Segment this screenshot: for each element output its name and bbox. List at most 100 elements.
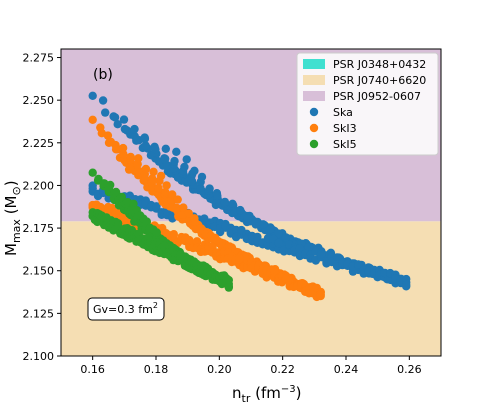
x-tick-label: 0.16 — [80, 363, 105, 376]
y-tick-label: 2.250 — [23, 94, 55, 107]
series-SkI5 — [88, 168, 233, 292]
legend-swatch — [303, 91, 325, 101]
point — [113, 120, 122, 129]
point — [103, 131, 113, 140]
point — [98, 96, 108, 105]
legend-marker — [309, 139, 319, 149]
x-tick-label: 0.26 — [397, 363, 422, 376]
plot-frame — [60, 48, 442, 357]
annotation-text: Gv=0.3 fm2 — [93, 301, 158, 316]
point — [130, 132, 139, 141]
point — [161, 187, 170, 197]
point — [162, 181, 171, 190]
legend-label: PSR J0740+6620 — [333, 74, 426, 87]
point — [316, 291, 325, 301]
point — [180, 162, 189, 172]
legend-label: PSR J0952-0607 — [333, 90, 421, 103]
point — [195, 224, 205, 234]
point — [190, 214, 199, 223]
point — [170, 156, 179, 166]
point — [224, 275, 233, 285]
point — [120, 124, 130, 134]
point — [104, 138, 114, 147]
point — [270, 266, 279, 276]
point — [224, 283, 233, 292]
point — [119, 149, 128, 159]
point — [197, 172, 207, 182]
y-tick-label: 2.125 — [23, 307, 55, 320]
legend-label: SkI5 — [333, 138, 357, 151]
point — [251, 218, 260, 228]
point — [190, 166, 199, 175]
x-tick-label: 0.24 — [334, 363, 359, 376]
point — [151, 145, 160, 154]
legend-label: Ska — [333, 106, 353, 119]
legend-label: SkI3 — [333, 122, 357, 135]
point — [141, 141, 150, 150]
point — [152, 228, 161, 237]
point — [154, 183, 163, 193]
point — [205, 184, 214, 193]
legend-marker — [309, 107, 319, 117]
y-tick-label: 2.150 — [23, 265, 55, 278]
point — [106, 180, 115, 190]
point — [266, 224, 275, 234]
point — [304, 242, 314, 252]
legend-swatch — [303, 59, 325, 69]
point — [228, 199, 237, 208]
legend: PSR J0348+0432 PSR J0740+6620 PSR J0952-06… — [296, 52, 439, 156]
point — [96, 123, 105, 132]
point — [274, 229, 283, 238]
point — [130, 124, 139, 134]
point — [235, 254, 244, 263]
point — [281, 233, 291, 242]
point — [148, 174, 157, 183]
point — [133, 166, 143, 175]
legend-swatch — [303, 75, 325, 85]
x-tick-label: 0.20 — [207, 363, 232, 376]
point — [172, 203, 182, 213]
y-axis-label: Mmax (M⊙) — [2, 180, 23, 256]
point — [119, 115, 129, 124]
y-tick-label: 2.275 — [23, 52, 55, 65]
y-tick-label: 2.225 — [23, 137, 55, 150]
point — [160, 154, 169, 164]
point — [172, 147, 181, 156]
point — [118, 143, 128, 153]
point — [134, 154, 143, 163]
point — [236, 205, 245, 215]
point — [182, 155, 191, 164]
point — [213, 191, 222, 201]
point — [129, 199, 138, 208]
x-tick-label: 0.22 — [270, 363, 295, 376]
point — [88, 181, 97, 190]
legend-box — [296, 52, 439, 156]
point — [258, 220, 268, 229]
point — [402, 274, 411, 284]
point — [192, 237, 202, 246]
point — [316, 250, 326, 259]
point — [161, 144, 170, 153]
scatter-points — [88, 91, 411, 302]
point — [196, 183, 205, 192]
legend-marker — [309, 123, 319, 133]
y-tick-label: 2.200 — [23, 179, 55, 192]
point — [126, 152, 135, 162]
y-tick-label: 2.175 — [23, 222, 55, 235]
legend-label: PSR J0348+0432 — [333, 58, 426, 71]
point — [141, 164, 151, 174]
point — [243, 214, 252, 223]
point — [173, 195, 182, 204]
point — [402, 280, 411, 290]
point — [140, 134, 150, 143]
point — [152, 202, 161, 211]
point — [179, 203, 188, 212]
point — [142, 217, 151, 226]
point — [88, 168, 97, 177]
point — [184, 209, 193, 218]
point — [109, 112, 118, 121]
annotation-box: Gv=0.3 fm2 — [87, 297, 165, 321]
ticks: 0.16 0.18 0.20 0.22 0.24 0.26 2.100 2.125 2.150 2… — [23, 52, 422, 376]
point — [169, 230, 178, 239]
